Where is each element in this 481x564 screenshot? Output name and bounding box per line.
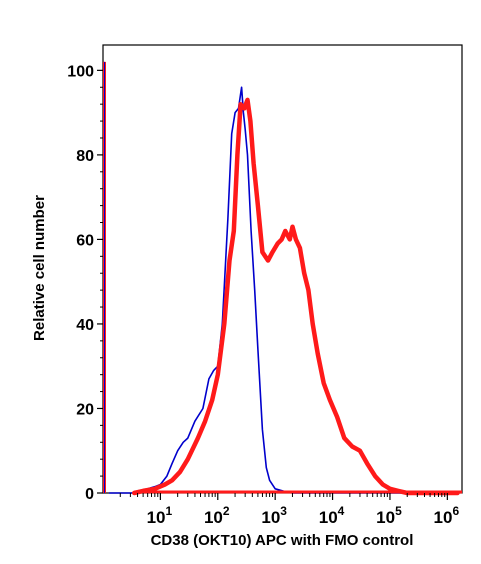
- x-tick-label: 103: [261, 504, 287, 527]
- x-tick-base: 10: [319, 508, 338, 527]
- y-tick-label: 80: [76, 148, 94, 165]
- x-tick-label: 105: [376, 504, 402, 527]
- x-tick-base: 10: [147, 508, 166, 527]
- x-tick-label: 102: [204, 504, 230, 527]
- x-tick-exponent: 4: [338, 504, 345, 518]
- x-tick-label: 101: [147, 504, 173, 527]
- x-tick-exponent: 3: [280, 504, 287, 518]
- x-tick-exponent: 6: [452, 504, 459, 518]
- x-tick-exponent: 5: [395, 504, 402, 518]
- y-tick-label: 40: [76, 317, 94, 334]
- y-tick-label: 0: [85, 486, 94, 503]
- x-tick-exponent: 2: [223, 504, 230, 518]
- x-axis-title: CD38 (OKT10) APC with FMO control: [151, 532, 414, 549]
- series-line-2: [131, 97, 460, 496]
- plot-border: [102, 44, 463, 494]
- x-tick-exponent: 1: [166, 504, 173, 518]
- x-tick-label: 106: [434, 504, 460, 527]
- series-line-1: [108, 86, 459, 494]
- x-tick-base: 10: [261, 508, 280, 527]
- x-tick-label: 104: [319, 504, 345, 527]
- series-group: [103, 61, 462, 496]
- x-tick-base: 10: [376, 508, 395, 527]
- x-tick-base: 10: [204, 508, 223, 527]
- y-tick-label: 60: [76, 232, 94, 249]
- y-tick-label: 100: [67, 63, 94, 80]
- plot-frame: [102, 44, 463, 494]
- y-tick-label: 20: [76, 401, 94, 418]
- y-axis-title: Relative cell number: [31, 195, 48, 341]
- x-tick-base: 10: [434, 508, 453, 527]
